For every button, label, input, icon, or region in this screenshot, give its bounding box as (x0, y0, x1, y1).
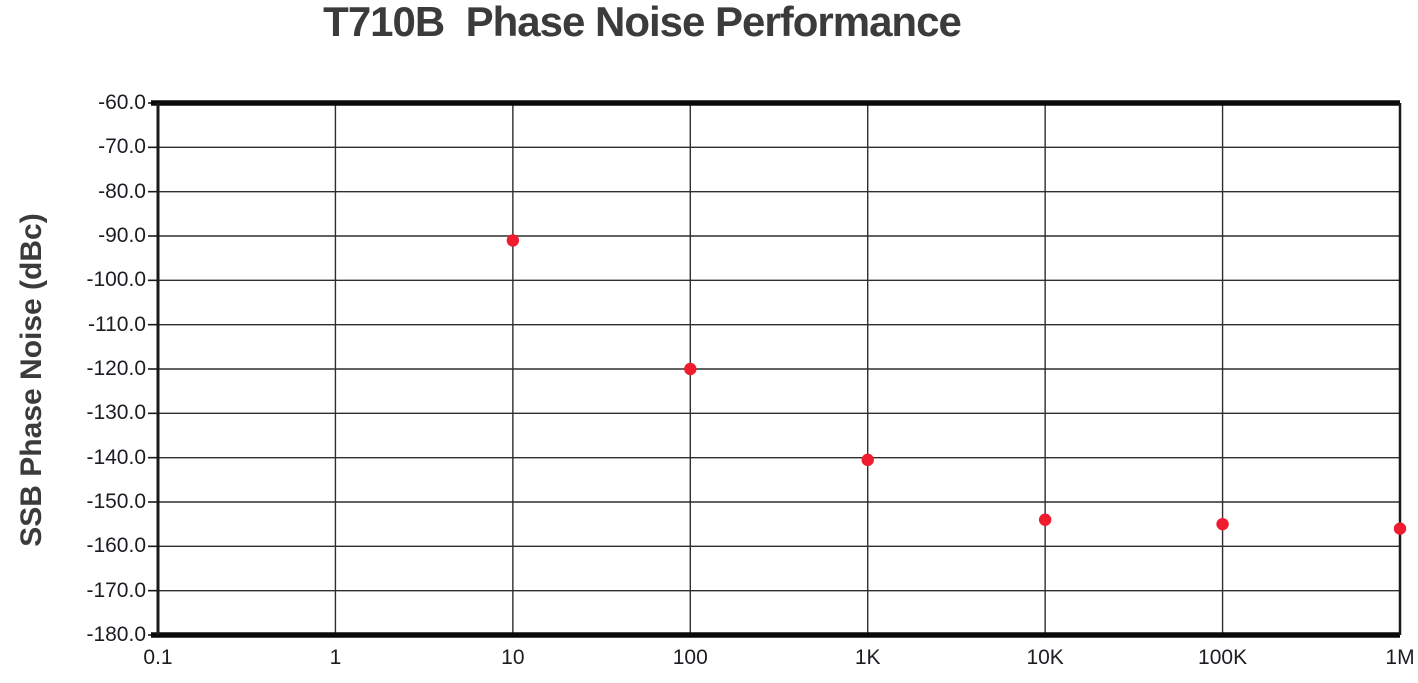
x-tick-label: 1 (329, 646, 342, 669)
y-tick-label: -120.0 (86, 357, 146, 380)
x-tick-label: 1K (854, 646, 881, 669)
data-point (1393, 522, 1407, 535)
data-point (861, 453, 874, 467)
y-tick-label: -160.0 (86, 534, 146, 558)
y-tick-label: -140.0 (86, 445, 146, 469)
y-tick-label: -170.0 (86, 578, 146, 602)
x-tick-label: 0.1 (143, 646, 173, 669)
data-point (684, 362, 697, 376)
chart-title: T710B Phase Noise Performance (323, 0, 962, 45)
y-tick-label: -180.0 (86, 623, 146, 646)
y-tick-label: -150.0 (86, 490, 146, 513)
y-axis-title: SSB Phase Noise (dBc) (15, 213, 48, 547)
y-tick-label: -60.0 (98, 91, 146, 114)
data-point (1216, 517, 1229, 531)
x-tick-label: 100K (1198, 646, 1248, 669)
y-tick-label: -70.0 (98, 135, 146, 159)
y-tick-label: -130.0 (86, 401, 146, 425)
x-tick-label: 10 (501, 646, 525, 669)
y-tick-label: -110.0 (88, 312, 146, 336)
x-tick-label: 100 (672, 646, 708, 669)
y-tick-label: -100.0 (86, 268, 146, 292)
data-point (1038, 513, 1052, 526)
y-tick-label: -80.0 (98, 179, 146, 203)
data-point (506, 234, 520, 247)
x-tick-label: 1M (1385, 646, 1415, 669)
x-tick-label: 10K (1026, 646, 1064, 669)
y-tick-label: -90.0 (98, 224, 146, 247)
